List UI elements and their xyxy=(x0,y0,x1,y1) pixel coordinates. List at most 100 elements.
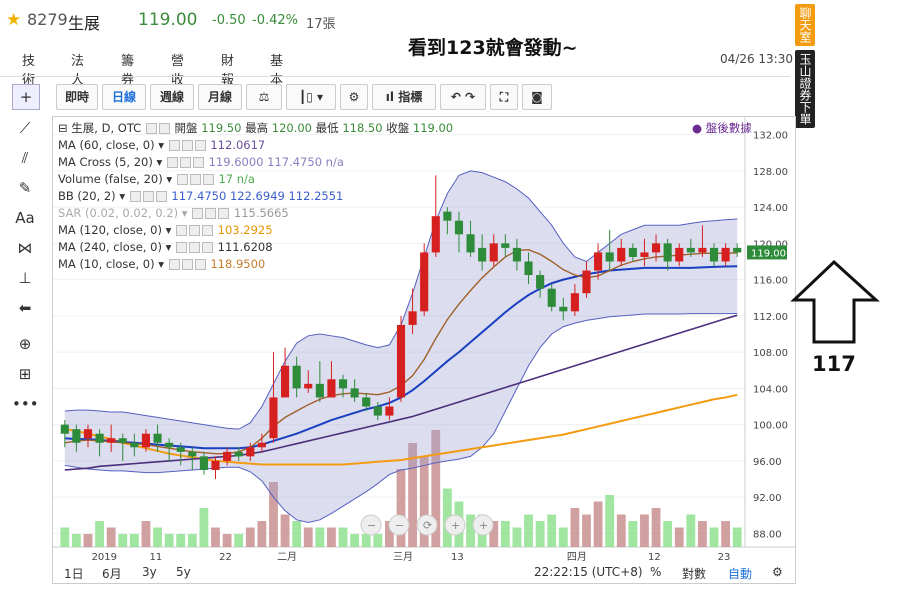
candle-body[interactable] xyxy=(396,324,406,398)
candle-body[interactable] xyxy=(478,247,487,262)
zoom-control-button[interactable] xyxy=(416,514,438,536)
candle-body[interactable] xyxy=(118,438,127,443)
close-icon[interactable] xyxy=(194,140,206,151)
candle-body[interactable] xyxy=(72,429,81,443)
candle-body[interactable] xyxy=(165,442,174,448)
legend-indicator-row[interactable]: BB (20, 2) ▾ 117.4750 122.6949 112.2551 xyxy=(58,188,343,205)
candle-body[interactable] xyxy=(60,424,69,434)
eye-icon[interactable] xyxy=(168,259,180,270)
undo-icon[interactable]: ↶ xyxy=(450,90,461,104)
eye-icon[interactable] xyxy=(168,140,180,151)
ruler-icon[interactable]: ⊞ xyxy=(18,365,32,383)
candle-body[interactable] xyxy=(733,247,742,253)
zoom-control-button[interactable] xyxy=(444,514,466,536)
candle-body[interactable] xyxy=(524,261,533,276)
candle-body[interactable] xyxy=(199,456,208,470)
range-6m[interactable]: 6月 xyxy=(102,567,122,581)
candle-body[interactable] xyxy=(281,365,290,398)
percent-toggle[interactable]: % xyxy=(650,565,662,579)
eye-icon[interactable] xyxy=(145,123,157,134)
candle-body[interactable] xyxy=(512,247,521,262)
pattern-icon[interactable]: ⋈ xyxy=(17,239,33,257)
interval-monthly-button[interactable]: 月線 xyxy=(198,84,242,110)
legend-indicator-row[interactable]: MA (120, close, 0) ▾ 103.2925 xyxy=(58,222,273,239)
chart-panel[interactable]: 132.00 128.00 124.00 120.00 116.00 112.00 108.… xyxy=(52,116,796,584)
trendline-icon[interactable]: ⟋ xyxy=(19,119,31,137)
settings-button[interactable]: ⚙ xyxy=(340,84,368,110)
fib-icon[interactable]: ⫽ xyxy=(21,149,29,167)
candle-body[interactable] xyxy=(188,451,197,457)
auto-toggle[interactable]: 自動 xyxy=(728,567,753,581)
candle-body[interactable] xyxy=(605,252,614,262)
snapshot-button[interactable]: ◙ xyxy=(522,84,552,110)
zoom-icon[interactable]: ⊕ xyxy=(18,335,32,353)
candle-body[interactable] xyxy=(257,442,266,448)
settings-icon[interactable] xyxy=(189,225,201,236)
candle-body[interactable] xyxy=(420,252,429,312)
candle-body[interactable] xyxy=(362,397,371,407)
zoom-control-button[interactable] xyxy=(472,514,494,536)
eye-icon[interactable] xyxy=(166,157,178,168)
legend-indicator-row[interactable]: Volume (false, 20) ▾ 17 n/a xyxy=(58,171,255,188)
candle-body[interactable] xyxy=(130,442,139,448)
eye-icon[interactable] xyxy=(176,225,188,236)
close-icon[interactable] xyxy=(202,174,214,185)
candle-body[interactable] xyxy=(269,397,278,439)
close-icon[interactable] xyxy=(192,157,204,168)
legend-indicator-row[interactable]: MA (60, close, 0) ▾ 112.0617 xyxy=(58,137,265,154)
log-toggle[interactable]: 對數 xyxy=(682,567,707,581)
legend-indicator-row[interactable]: MA (10, close, 0) ▾ 118.9500 xyxy=(58,256,265,273)
chat-room-button[interactable]: 聊天室 xyxy=(795,4,815,46)
interval-weekly-button[interactable]: 週線 xyxy=(150,84,194,110)
candle-body[interactable] xyxy=(107,438,116,443)
chart-style-button[interactable]: ┃▯ ▾ xyxy=(286,84,336,110)
text-tool-icon[interactable]: Aa xyxy=(15,209,35,227)
candle-body[interactable] xyxy=(176,447,185,452)
candle-body[interactable] xyxy=(721,247,730,262)
candle-body[interactable] xyxy=(559,306,568,312)
candle-body[interactable] xyxy=(153,433,162,443)
settings-icon[interactable] xyxy=(181,259,193,270)
eye-icon[interactable] xyxy=(176,174,188,185)
settings-icon[interactable] xyxy=(189,242,201,253)
candle-body[interactable] xyxy=(234,451,243,457)
candle-body[interactable] xyxy=(327,379,336,398)
candle-body[interactable] xyxy=(686,247,695,253)
star-icon[interactable]: ★ xyxy=(6,10,22,30)
candle-body[interactable] xyxy=(211,460,220,470)
candle-body[interactable] xyxy=(95,433,104,443)
candle-body[interactable] xyxy=(246,447,255,457)
measure-icon[interactable]: ⊥ xyxy=(18,269,32,287)
crosshair-icon[interactable]: + xyxy=(12,84,40,110)
settings-icon[interactable] xyxy=(158,123,170,134)
candle-body[interactable] xyxy=(304,383,313,389)
candle-body[interactable] xyxy=(431,216,440,253)
price-chart-svg[interactable]: 132.00 128.00 124.00 120.00 116.00 112.00 108.… xyxy=(53,117,795,565)
broker-order-button[interactable]: 玉山證券下單 xyxy=(795,50,815,128)
candle-body[interactable] xyxy=(501,243,510,248)
zoom-control-button[interactable] xyxy=(388,514,410,536)
close-icon[interactable] xyxy=(202,242,214,253)
settings-icon[interactable] xyxy=(179,157,191,168)
gear-icon[interactable]: ⚙ xyxy=(772,565,783,579)
candle-body[interactable] xyxy=(350,388,359,398)
candle-body[interactable] xyxy=(570,293,579,312)
candle-body[interactable] xyxy=(223,451,232,461)
redo-icon[interactable]: ↷ xyxy=(465,90,476,104)
eye-icon[interactable] xyxy=(176,242,188,253)
candle-body[interactable] xyxy=(675,247,684,262)
close-icon[interactable] xyxy=(155,191,167,202)
fullscreen-button[interactable]: ⛶ xyxy=(490,84,518,110)
candle-body[interactable] xyxy=(338,379,348,389)
candle-body[interactable] xyxy=(315,383,324,398)
candle-body[interactable] xyxy=(466,234,475,253)
candle-body[interactable] xyxy=(617,247,626,262)
candle-body[interactable] xyxy=(373,406,382,416)
zoom-control-button[interactable] xyxy=(360,514,382,536)
candle-body[interactable] xyxy=(443,211,452,221)
undo-redo-group[interactable]: ↶ ↷ xyxy=(440,84,486,110)
compare-scale-button[interactable]: ⚖ xyxy=(246,84,282,110)
candle-body[interactable] xyxy=(454,220,464,235)
candle-body[interactable] xyxy=(83,429,93,439)
settings-icon[interactable] xyxy=(181,140,193,151)
